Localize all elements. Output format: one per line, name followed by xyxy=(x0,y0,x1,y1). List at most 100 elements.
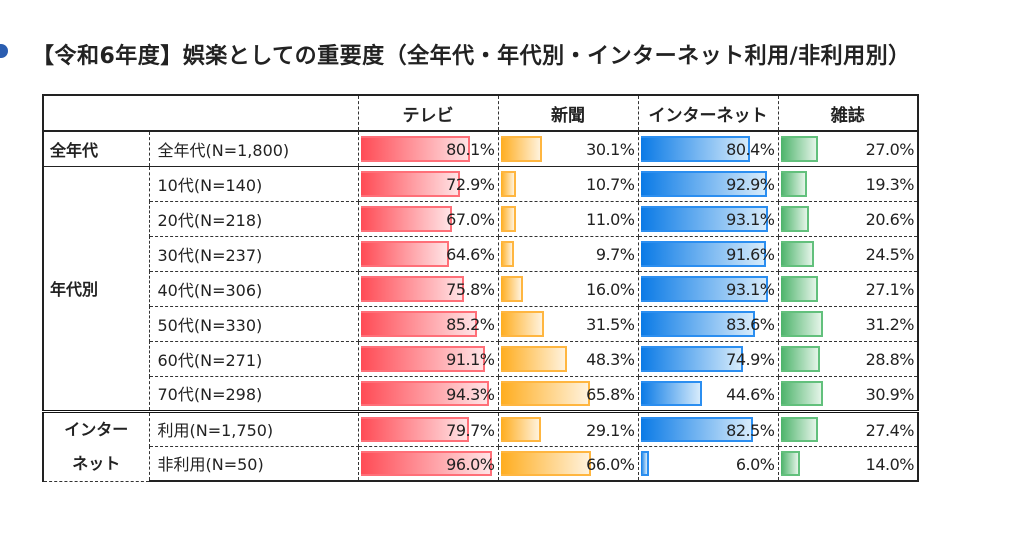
value-cell-tv: 79.7% xyxy=(357,409,499,447)
value-label-newspaper: 29.1% xyxy=(586,420,635,440)
value-cell-internet: 74.9% xyxy=(637,340,779,377)
bar-tv xyxy=(360,380,489,406)
value-cell-internet: 91.6% xyxy=(637,235,779,272)
table-row: 70代(N=298) 94.3% 65.8% 44.6% 30.9% xyxy=(43,375,919,412)
header-blank xyxy=(42,94,149,132)
value-cell-internet: 80.4% xyxy=(637,130,779,167)
value-label-internet: 44.6% xyxy=(726,384,775,404)
value-cell-tv: 91.1% xyxy=(357,340,499,377)
group-label: 年代別 xyxy=(42,165,150,412)
bar-tv xyxy=(360,240,449,267)
bar-magazine xyxy=(780,416,818,442)
value-cell-newspaper: 10.7% xyxy=(497,165,639,202)
value-label-internet: 93.1% xyxy=(726,209,775,229)
value-label-newspaper: 16.0% xyxy=(586,279,635,299)
bar-tv xyxy=(360,136,470,162)
row-label: 全年代(N=1,800) xyxy=(148,130,359,167)
bullet-icon xyxy=(0,44,8,58)
value-cell-magazine: 27.1% xyxy=(777,270,919,307)
value-cell-tv: 64.6% xyxy=(357,235,499,272)
value-label-newspaper: 31.5% xyxy=(586,314,635,334)
bar-tv xyxy=(360,275,464,302)
bar-newspaper xyxy=(500,170,516,197)
table-row: 全年代 全年代(N=1,800) 80.1% 30.1% 80.4% 27.0% xyxy=(42,130,919,167)
bar-newspaper xyxy=(500,205,516,232)
value-cell-internet: 93.1% xyxy=(637,200,779,237)
value-cell-newspaper: 9.7% xyxy=(497,235,639,272)
value-label-magazine: 19.3% xyxy=(865,174,915,194)
bar-magazine xyxy=(780,380,823,406)
value-label-newspaper: 11.0% xyxy=(586,209,635,229)
value-label-internet: 91.6% xyxy=(726,244,775,264)
table-row: 30代(N=237) 64.6% 9.7% 91.6% 24.5% xyxy=(43,235,919,272)
value-label-magazine: 28.8% xyxy=(865,349,915,369)
row-label: 30代(N=237) xyxy=(148,235,359,272)
table-row: インター ネット 利用(N=1,750) 79.7% 29.1% 82.5% 27.4% xyxy=(42,409,919,482)
value-label-newspaper: 66.0% xyxy=(586,454,635,474)
row-label: 20代(N=218) xyxy=(148,200,359,237)
bar-magazine xyxy=(780,205,809,232)
value-label-newspaper: 10.7% xyxy=(586,174,635,194)
value-cell-magazine: 14.0% xyxy=(777,445,919,482)
bar-magazine xyxy=(780,136,818,162)
header-row: テレビ 新聞 インターネット 雑誌 xyxy=(42,94,919,132)
value-cell-newspaper: 66.0% xyxy=(497,445,639,482)
group-label: インター ネット xyxy=(42,409,150,482)
value-cell-tv: 75.8% xyxy=(357,270,499,307)
value-label-tv: 80.1% xyxy=(446,140,495,159)
value-cell-magazine: 19.3% xyxy=(777,165,919,202)
value-label-internet: 93.1% xyxy=(726,279,775,299)
value-cell-newspaper: 48.3% xyxy=(497,340,639,377)
value-cell-internet: 93.1% xyxy=(637,270,779,307)
row-label: 50代(N=330) xyxy=(148,305,359,342)
bar-newspaper xyxy=(500,416,541,442)
value-label-newspaper: 30.1% xyxy=(586,140,635,159)
bar-tv xyxy=(360,416,469,442)
value-cell-tv: 96.0% xyxy=(357,445,499,482)
bar-internet xyxy=(640,380,702,406)
value-label-tv: 91.1% xyxy=(446,349,495,369)
value-label-internet: 83.6% xyxy=(726,314,775,334)
value-cell-magazine: 27.4% xyxy=(777,409,919,447)
column-header-newspaper: 新聞 xyxy=(497,94,639,132)
value-label-magazine: 27.1% xyxy=(865,279,915,299)
value-cell-internet: 92.9% xyxy=(637,165,779,202)
group-label-line: ネット xyxy=(72,453,121,473)
value-cell-magazine: 31.2% xyxy=(777,305,919,342)
table-row: 40代(N=306) 75.8% 16.0% 93.1% 27.1% xyxy=(43,270,919,307)
value-label-tv: 67.0% xyxy=(446,209,495,229)
value-cell-newspaper: 29.1% xyxy=(497,409,639,447)
value-cell-newspaper: 65.8% xyxy=(497,375,639,412)
bar-internet xyxy=(640,450,649,476)
bar-tv xyxy=(360,345,485,372)
bar-newspaper xyxy=(500,275,523,302)
bar-magazine xyxy=(780,450,800,476)
bar-magazine xyxy=(780,310,823,337)
bar-newspaper xyxy=(500,380,590,406)
value-label-magazine: 31.2% xyxy=(865,314,915,334)
value-label-tv: 79.7% xyxy=(446,420,495,440)
value-label-magazine: 27.4% xyxy=(865,420,915,440)
bar-magazine xyxy=(780,345,820,372)
value-label-newspaper: 48.3% xyxy=(586,349,635,369)
bar-tv xyxy=(360,170,460,197)
value-label-newspaper: 9.7% xyxy=(595,244,635,264)
bar-internet xyxy=(640,205,768,232)
bar-magazine xyxy=(780,240,814,267)
value-cell-internet: 83.6% xyxy=(637,305,779,342)
row-label: 10代(N=140) xyxy=(148,165,359,202)
value-label-tv: 85.2% xyxy=(446,314,495,334)
bar-tv xyxy=(360,310,477,337)
value-label-tv: 64.6% xyxy=(446,244,495,264)
bar-tv xyxy=(360,450,492,476)
value-label-magazine: 24.5% xyxy=(865,244,915,264)
group-label: 全年代 xyxy=(42,130,150,167)
value-label-internet: 80.4% xyxy=(726,140,775,159)
bar-internet xyxy=(640,170,767,197)
row-label: 非利用(N=50) xyxy=(148,445,359,482)
table-row: 50代(N=330) 85.2% 31.5% 83.6% 31.2% xyxy=(43,305,919,342)
bar-newspaper xyxy=(500,136,542,162)
value-label-magazine: 27.0% xyxy=(865,140,915,159)
table-row: 年代別 10代(N=140) 72.9% 10.7% 92.9% 19.3% xyxy=(42,165,919,412)
bar-internet xyxy=(640,275,768,302)
